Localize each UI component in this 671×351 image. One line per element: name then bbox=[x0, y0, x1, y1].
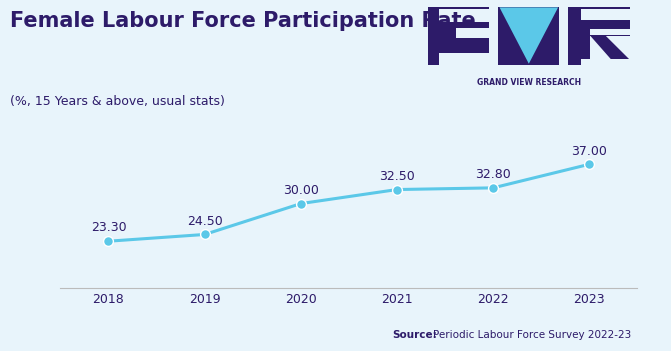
Text: Female Labour Force Participation Rate: Female Labour Force Participation Rate bbox=[10, 11, 476, 31]
FancyBboxPatch shape bbox=[439, 9, 489, 22]
FancyBboxPatch shape bbox=[580, 59, 629, 65]
Text: (%, 15 Years & above, usual stats): (%, 15 Years & above, usual stats) bbox=[10, 95, 225, 108]
FancyBboxPatch shape bbox=[590, 10, 629, 35]
Point bbox=[199, 232, 210, 237]
Text: 30.00: 30.00 bbox=[283, 184, 319, 197]
Point bbox=[392, 187, 403, 192]
Text: 24.50: 24.50 bbox=[187, 215, 223, 228]
FancyBboxPatch shape bbox=[568, 7, 629, 65]
Text: 37.00: 37.00 bbox=[572, 145, 607, 158]
Text: Source:: Source: bbox=[393, 331, 437, 340]
Polygon shape bbox=[590, 35, 629, 59]
FancyBboxPatch shape bbox=[580, 9, 629, 20]
FancyBboxPatch shape bbox=[590, 19, 629, 29]
Text: GRAND VIEW RESEARCH: GRAND VIEW RESEARCH bbox=[477, 78, 581, 87]
Text: 23.30: 23.30 bbox=[91, 221, 126, 234]
Point bbox=[488, 185, 499, 191]
Polygon shape bbox=[590, 37, 629, 59]
Text: Periodic Labour Force Survey 2022-23: Periodic Labour Force Survey 2022-23 bbox=[433, 331, 631, 340]
Text: 32.50: 32.50 bbox=[379, 170, 415, 183]
FancyBboxPatch shape bbox=[439, 53, 489, 65]
FancyBboxPatch shape bbox=[428, 7, 489, 65]
FancyBboxPatch shape bbox=[456, 28, 489, 45]
Point bbox=[584, 161, 595, 167]
Polygon shape bbox=[499, 7, 558, 64]
FancyBboxPatch shape bbox=[456, 38, 489, 45]
FancyBboxPatch shape bbox=[498, 7, 560, 65]
Point bbox=[295, 201, 306, 206]
Point bbox=[103, 238, 114, 244]
Text: 32.80: 32.80 bbox=[475, 168, 511, 181]
